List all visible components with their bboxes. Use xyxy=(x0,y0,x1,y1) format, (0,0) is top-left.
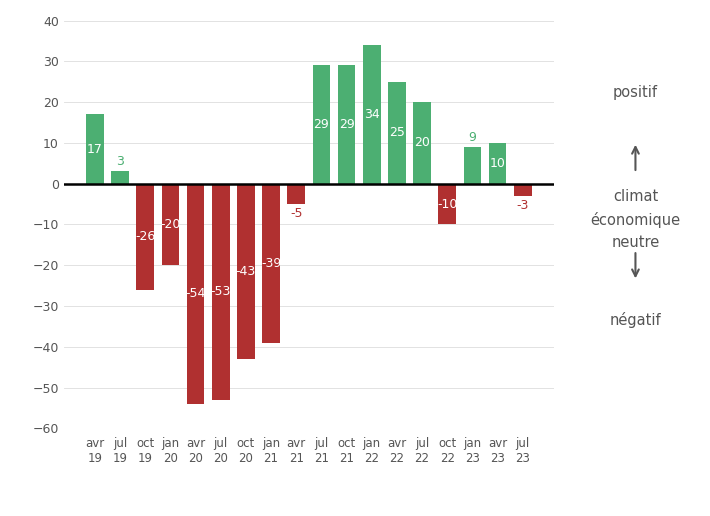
Bar xyxy=(464,147,481,184)
Text: -5: -5 xyxy=(290,207,302,220)
Text: 3: 3 xyxy=(116,155,124,168)
Text: 10: 10 xyxy=(490,157,506,170)
Text: 20: 20 xyxy=(414,136,430,150)
Text: -20: -20 xyxy=(160,218,180,231)
Text: 25: 25 xyxy=(389,126,405,139)
Text: positif: positif xyxy=(613,85,658,101)
Bar xyxy=(488,143,506,184)
Text: -10: -10 xyxy=(437,198,457,211)
Text: 17: 17 xyxy=(87,142,103,155)
Text: -43: -43 xyxy=(236,265,256,278)
Text: climat
économique
neutre: climat économique neutre xyxy=(591,189,680,250)
Bar xyxy=(514,184,532,196)
Text: -3: -3 xyxy=(517,199,529,212)
Text: négatif: négatif xyxy=(610,312,661,328)
Text: 29: 29 xyxy=(314,118,329,131)
Bar xyxy=(136,184,154,289)
Text: -26: -26 xyxy=(135,230,155,243)
Bar xyxy=(288,184,305,204)
Bar xyxy=(86,115,104,184)
Text: 9: 9 xyxy=(469,131,476,144)
Text: -39: -39 xyxy=(261,256,281,270)
Bar xyxy=(111,171,129,184)
Bar xyxy=(439,184,456,224)
Bar xyxy=(162,184,179,265)
Bar xyxy=(338,66,356,184)
Bar xyxy=(187,184,204,404)
Text: 34: 34 xyxy=(364,108,380,121)
Text: 29: 29 xyxy=(339,118,354,131)
Text: -54: -54 xyxy=(185,287,206,300)
Bar xyxy=(262,184,280,343)
Bar xyxy=(312,66,330,184)
Bar xyxy=(363,45,381,184)
Bar xyxy=(413,102,431,184)
Bar xyxy=(212,184,229,400)
Bar xyxy=(237,184,255,359)
Bar xyxy=(388,82,405,184)
Text: -53: -53 xyxy=(211,285,231,298)
